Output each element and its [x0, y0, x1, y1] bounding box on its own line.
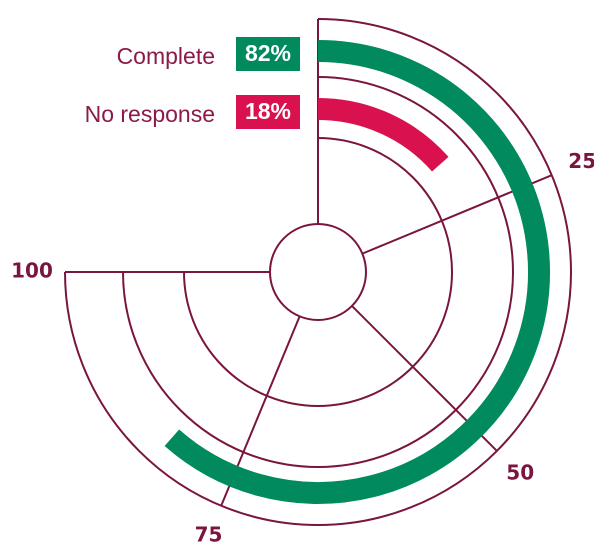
tick-label: 100	[11, 259, 53, 283]
tick-label: 75	[195, 523, 223, 544]
legend-box	[236, 37, 300, 71]
value-label: 18%	[245, 98, 291, 124]
legend-label: Complete	[117, 43, 215, 69]
value-label: 82%	[245, 40, 291, 66]
center-circle	[269, 223, 367, 321]
bar	[317, 98, 449, 172]
tick-label: 25	[568, 149, 594, 173]
tick-label: 50	[506, 461, 534, 485]
bar	[164, 40, 550, 504]
legend-box	[236, 95, 300, 129]
legend-label: No response	[85, 101, 215, 127]
